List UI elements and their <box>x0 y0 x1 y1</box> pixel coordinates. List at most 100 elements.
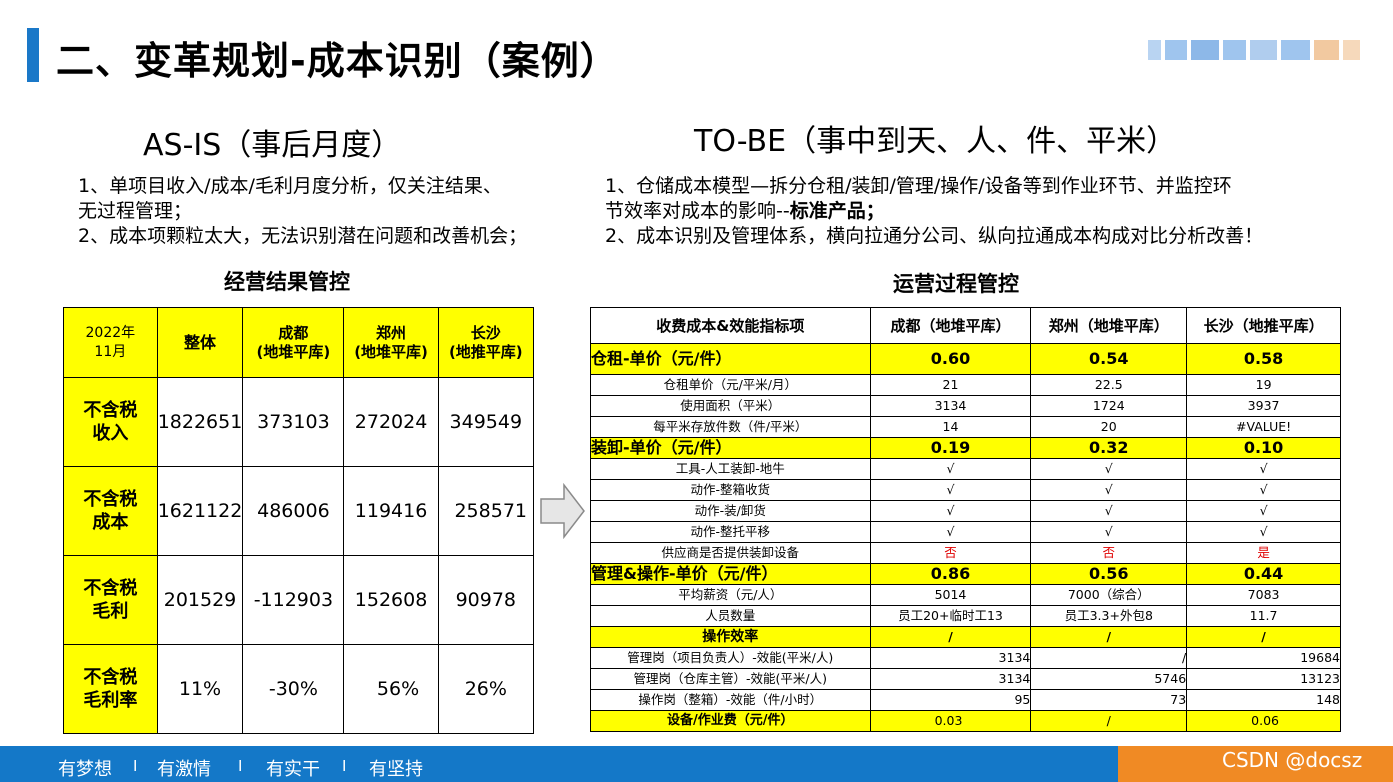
watermark: CSDN @docsz <box>1222 748 1363 772</box>
cell: 19 <box>1186 374 1341 396</box>
to-be-heading: TO-BE（事中到天、人、件、平米） <box>694 124 1177 159</box>
as-is-line-2: 无过程管理； <box>78 200 193 222</box>
cell: 员工20+临时工13 <box>869 605 1032 627</box>
as-is-line-3: 2、成本项颗粒太大，无法识别潜在问题和改善机会； <box>78 225 528 247</box>
left-section-title: 经营结果管控 <box>224 270 350 294</box>
to-be-line-3: 2、成本识别及管理体系，横向拉通分公司、纵向拉通成本构成对比分析改善！ <box>605 225 1264 247</box>
to-be-line-2a: 节效率对成本的影响-- <box>605 200 790 222</box>
table-row: 动作-整托平移 √ √ √ <box>590 521 1341 543</box>
as-is-heading: AS-IS（事后月度） <box>143 128 402 163</box>
table-row: 设备/作业费（元/件） 0.03 / 0.06 <box>590 710 1341 732</box>
cell: 56% <box>343 644 439 734</box>
cell: 0.86 <box>869 563 1032 585</box>
row-label: 人员数量 <box>590 605 871 627</box>
cell: 26% <box>437 644 535 734</box>
cell: 258571 <box>437 466 535 556</box>
cell: 0.60 <box>869 343 1032 375</box>
cell: 否 <box>1030 542 1188 564</box>
row-label: 设备/作业费（元/件） <box>590 710 871 732</box>
company-logo <box>1148 30 1360 70</box>
slogan-separator: I <box>238 757 243 775</box>
period-header: 2022年 11月 <box>63 307 158 378</box>
to-be-line-1: 1、仓储成本模型—拆分仓租/装卸/管理/操作/设备等到作业环节、并监控环 <box>605 175 1232 197</box>
slogan-separator: I <box>133 757 138 775</box>
table-header-row: 收费成本&效能指标项 成都（地堆平库） 郑州（地堆平库） 长沙（地推平库） <box>590 307 1341 344</box>
row-label: 仓租单价（元/平米/月） <box>590 374 871 396</box>
cell: 73 <box>1030 689 1188 711</box>
row-label: 不含税 毛利 <box>63 555 158 645</box>
row-label: 装卸-单价（元/件） <box>590 437 871 459</box>
cell: -112903 <box>242 555 345 645</box>
table-row: 管理岗（项目负责人）-效能(平米/人) 3134 / 19684 <box>590 647 1341 669</box>
table-row: 动作-装/卸货 √ √ √ <box>590 500 1341 522</box>
cell: 11.7 <box>1186 605 1341 627</box>
row-label: 动作-装/卸货 <box>590 500 871 522</box>
table-row: 管理岗（仓库主管）-效能(平米/人) 3134 5746 13123 <box>590 668 1341 690</box>
table-row: 操作岗（整箱）-效能（件/小时） 95 73 148 <box>590 689 1341 711</box>
table-header-row: 2022年 11月 整体 成都 (地堆平库) 郑州 (地堆平库) 长沙 (地推平库) <box>63 307 535 378</box>
cell: / <box>1030 626 1188 648</box>
cell: 0.19 <box>869 437 1032 459</box>
table-row: 供应商是否提供装卸设备 否 否 是 <box>590 542 1341 564</box>
table-row: 操作效率 / / / <box>590 626 1341 648</box>
cell: 349549 <box>437 377 535 467</box>
cell: 否 <box>869 542 1032 564</box>
footer-accent <box>1118 746 1393 782</box>
as-is-description: 1、单项目收入/成本/毛利月度分析，仅关注结果、 无过程管理； 2、成本项颗粒太… <box>78 174 527 249</box>
cell: 119416 <box>343 466 439 556</box>
right-arrow-icon <box>540 483 585 539</box>
cell: √ <box>1030 500 1188 522</box>
row-label: 工具-人工装卸-地牛 <box>590 458 871 480</box>
table-row: 不含税 收入 1822651 373103 272024 349549 <box>63 377 535 467</box>
cell: 0.44 <box>1186 563 1341 585</box>
table-row: 仓租单价（元/平米/月） 21 22.5 19 <box>590 374 1341 396</box>
operating-results-table: 2022年 11月 整体 成都 (地堆平库) 郑州 (地堆平库) 长沙 (地推平库) 不… <box>63 307 535 734</box>
row-label: 每平米存放件数（件/平米） <box>590 416 871 438</box>
table-row: 不含税 成本 1621122 486006 119416 258571 <box>63 466 535 556</box>
cell: √ <box>1186 479 1341 501</box>
table-row: 每平米存放件数（件/平米） 14 20 #VALUE! <box>590 416 1341 438</box>
row-label: 动作-整箱收货 <box>590 479 871 501</box>
cell: / <box>1186 626 1341 648</box>
zhengzhou-header: 郑州 (地堆平库) <box>343 307 439 378</box>
slogan-separator: I <box>342 757 347 775</box>
cell: 7000（综合） <box>1030 584 1188 606</box>
standard-product-label: 标准产品； <box>789 200 885 222</box>
cell: / <box>869 626 1032 648</box>
row-label: 不含税 毛利率 <box>63 644 158 734</box>
row-label: 管理岗（项目负责人）-效能(平米/人) <box>590 647 871 669</box>
cell: 21 <box>869 374 1032 396</box>
as-is-line-1: 1、单项目收入/成本/毛利月度分析，仅关注结果、 <box>78 175 502 197</box>
row-label: 不含税 成本 <box>63 466 158 556</box>
cell: 0.32 <box>1030 437 1188 459</box>
cell: √ <box>869 521 1032 543</box>
cell: 148 <box>1186 689 1341 711</box>
cell: -30% <box>242 644 345 734</box>
table-row: 装卸-单价（元/件） 0.19 0.32 0.10 <box>590 437 1341 459</box>
slogan-passion: 有激情 <box>157 759 211 780</box>
to-be-description: 1、仓储成本模型—拆分仓租/装卸/管理/操作/设备等到作业环节、并监控环 节效率… <box>605 174 1263 249</box>
cell: 5746 <box>1030 668 1188 690</box>
cell: 373103 <box>242 377 345 467</box>
row-label: 动作-整托平移 <box>590 521 871 543</box>
table-row: 人员数量 员工20+临时工13 员工3.3+外包8 11.7 <box>590 605 1341 627</box>
cell: 152608 <box>343 555 439 645</box>
changsha-header: 长沙 (地推平库) <box>437 307 535 378</box>
header-cell: 郑州（地堆平库） <box>1030 307 1188 344</box>
cell: 0.58 <box>1186 343 1341 375</box>
cell: 22.5 <box>1030 374 1188 396</box>
cell: 201529 <box>156 555 244 645</box>
row-label: 平均薪资（元/人） <box>590 584 871 606</box>
overall-header: 整体 <box>156 307 244 378</box>
cell: √ <box>1186 458 1341 480</box>
table-row: 管理&操作-单价（元/件） 0.86 0.56 0.44 <box>590 563 1341 585</box>
cell: 3134 <box>869 668 1032 690</box>
cell: √ <box>1030 479 1188 501</box>
cell: 1822651 <box>156 377 244 467</box>
cell: √ <box>1186 521 1341 543</box>
cell: 20 <box>1030 416 1188 438</box>
cell: 5014 <box>869 584 1032 606</box>
right-section-title: 运营过程管控 <box>893 272 1019 296</box>
header-cell: 收费成本&效能指标项 <box>590 307 871 344</box>
slogan-persistence: 有坚持 <box>369 759 423 780</box>
